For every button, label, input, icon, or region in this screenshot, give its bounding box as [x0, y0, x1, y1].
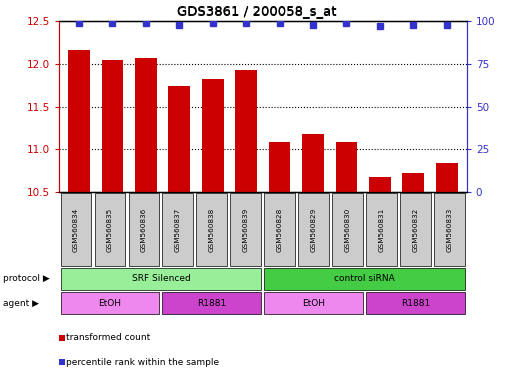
Text: agent ▶: agent ▶	[3, 299, 38, 308]
Text: GDS3861 / 200058_s_at: GDS3861 / 200058_s_at	[177, 5, 336, 18]
Text: R1881: R1881	[198, 299, 227, 308]
Text: EtOH: EtOH	[302, 299, 325, 308]
Text: SRF Silenced: SRF Silenced	[131, 275, 190, 283]
Bar	[269, 142, 290, 192]
Bar	[436, 163, 458, 192]
Text: GDS3861 / 200058_s_at: GDS3861 / 200058_s_at	[177, 4, 336, 17]
Text: GSM560832: GSM560832	[413, 207, 419, 252]
Text: GSM560831: GSM560831	[379, 207, 385, 252]
Bar	[302, 134, 324, 192]
Text: transformed count: transformed count	[66, 333, 151, 343]
Bar	[336, 142, 358, 192]
Text: GSM560834: GSM560834	[73, 207, 79, 252]
Text: GSM560829: GSM560829	[311, 207, 317, 252]
Text: GSM560835: GSM560835	[107, 207, 113, 252]
Text: GSM560837: GSM560837	[175, 207, 181, 252]
Text: EtOH: EtOH	[98, 299, 122, 308]
Text: GSM560830: GSM560830	[345, 207, 351, 252]
Bar	[135, 58, 157, 192]
Text: GSM560833: GSM560833	[447, 207, 453, 252]
Text: GSM560836: GSM560836	[141, 207, 147, 252]
Text: GSM560839: GSM560839	[243, 207, 249, 252]
Bar	[235, 70, 257, 192]
Bar	[68, 50, 90, 192]
Text: percentile rank within the sample: percentile rank within the sample	[66, 358, 220, 366]
Bar	[102, 60, 123, 192]
Text: GSM560828: GSM560828	[277, 207, 283, 252]
Text: GSM560838: GSM560838	[209, 207, 215, 252]
Bar	[403, 173, 424, 192]
Text: protocol ▶: protocol ▶	[3, 275, 49, 283]
Bar	[168, 86, 190, 192]
Text: R1881: R1881	[401, 299, 430, 308]
Text: control siRNA: control siRNA	[334, 275, 395, 283]
Bar	[369, 177, 391, 192]
Bar	[202, 79, 224, 192]
